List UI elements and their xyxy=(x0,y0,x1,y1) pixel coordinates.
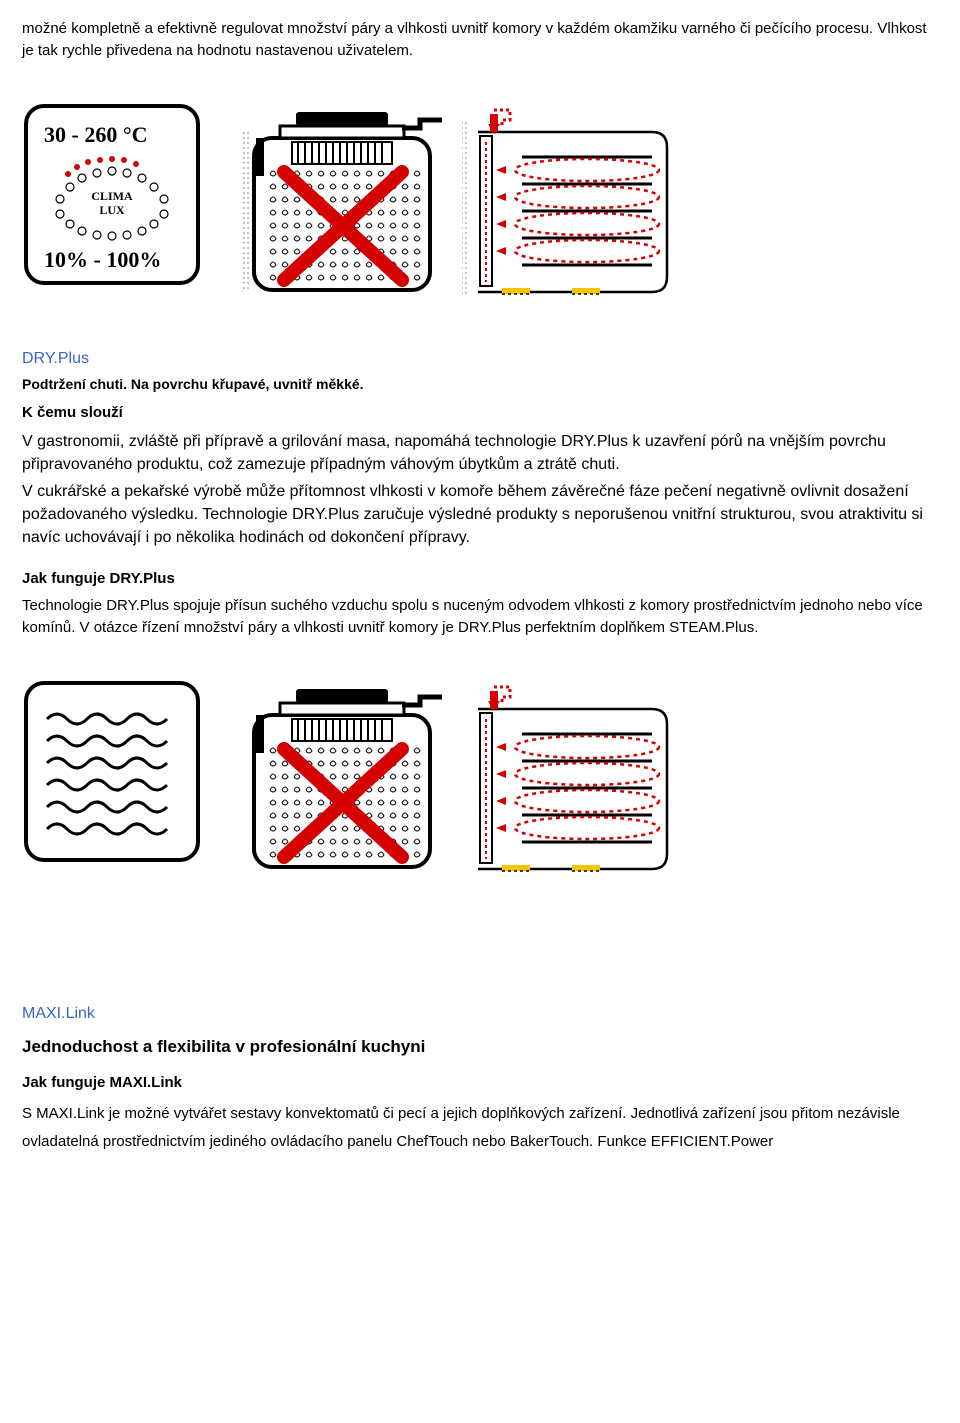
oven-cross-diagram-2 xyxy=(242,679,422,864)
maxilink-p1: S MAXI.Link je možné vytvářet sestavy ko… xyxy=(22,1100,938,1157)
dryplus-title: DRY.Plus xyxy=(22,347,938,370)
maxilink-jakfunguje: Jak funguje MAXI.Link xyxy=(22,1072,938,1094)
dryplus-p3: Technologie DRY.Plus spojuje přísun such… xyxy=(22,595,938,639)
maxilink-title: MAXI.Link xyxy=(22,1002,938,1025)
dryplus-subtitle: Podtržení chuti. Na povrchu křupavé, uvn… xyxy=(22,374,938,394)
climalux-diagram: 30 - 260 °C xyxy=(22,102,202,287)
intro-paragraph: možné kompletně a efektivně regulovat mn… xyxy=(22,18,938,62)
climalux-mid2: LUX xyxy=(99,203,125,217)
wave-diagram xyxy=(22,679,202,864)
dryplus-p1: V gastronomii, zvláště při přípravě a gr… xyxy=(22,430,938,476)
airflow-diagram-2 xyxy=(462,679,642,864)
airflow-diagram xyxy=(462,102,642,287)
maxilink-subtitle: Jednoduchost a flexibilita v profesionál… xyxy=(22,1035,938,1060)
dryplus-kcemu: K čemu slouží xyxy=(22,402,938,424)
diagram-row-2 xyxy=(22,679,938,864)
diagram-row-1: 30 - 260 °C xyxy=(22,102,938,287)
climalux-bottom-text: 10% - 100% xyxy=(44,247,161,272)
dryplus-p2: V cukrářské a pekařské výrobě může příto… xyxy=(22,480,938,550)
oven-cross-diagram xyxy=(242,102,422,287)
climalux-mid1: CLIMA xyxy=(91,189,133,203)
dryplus-jakfunguje: Jak funguje DRY.Plus xyxy=(22,568,938,590)
climalux-top-text: 30 - 260 °C xyxy=(44,122,148,147)
